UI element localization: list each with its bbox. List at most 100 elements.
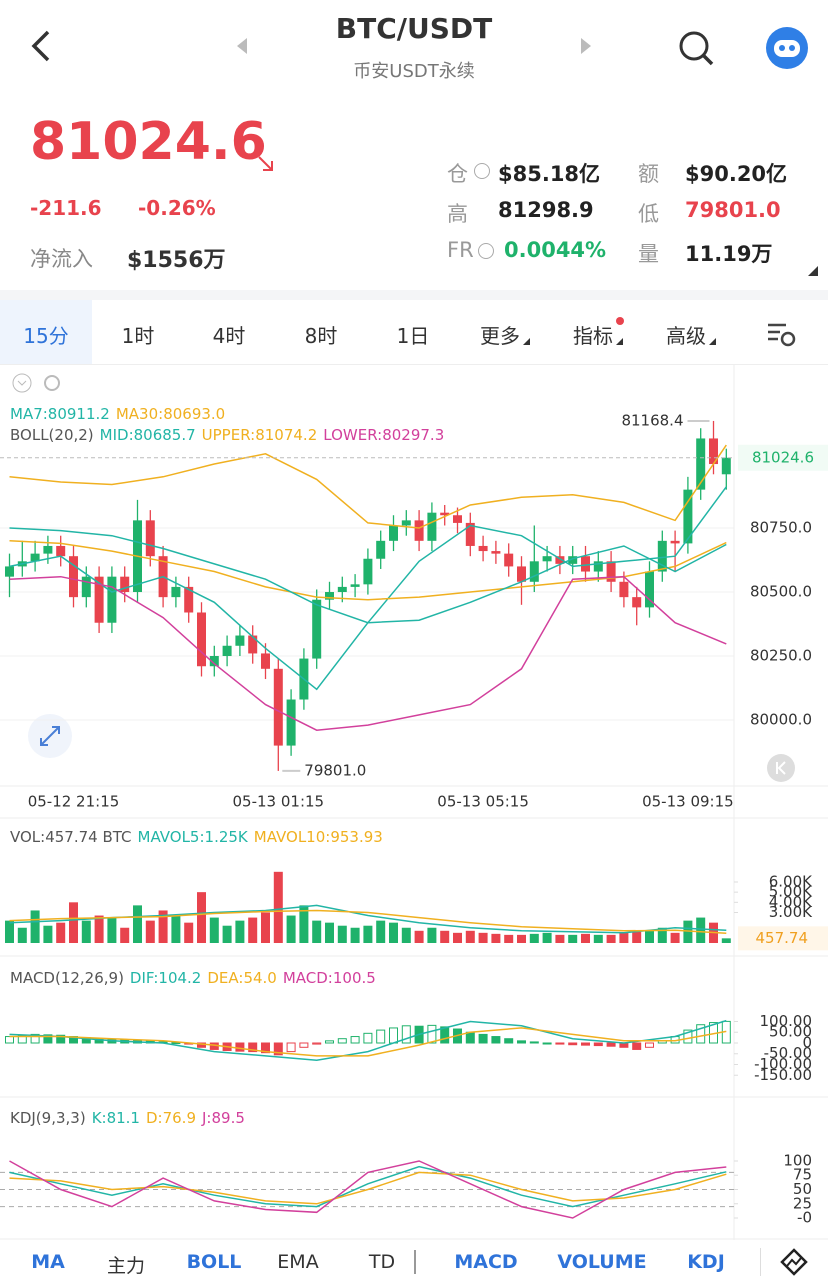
tab[interactable]: 高级 xyxy=(666,324,706,348)
down-arrow xyxy=(258,156,273,171)
divider xyxy=(0,364,828,365)
candle-body xyxy=(593,561,603,572)
title: BTC/USDT xyxy=(335,12,493,45)
stat-value: 0.0044% xyxy=(504,238,607,262)
legend-item: BOLL(20,2) xyxy=(10,426,94,444)
indicator-tab[interactable]: BOLL xyxy=(186,1251,242,1273)
macd-bar xyxy=(273,1042,283,1056)
indicator-tab[interactable]: 主力 xyxy=(106,1255,145,1277)
macd-bar xyxy=(555,1042,565,1045)
macd-bar xyxy=(261,1042,270,1054)
indicator-line xyxy=(9,1160,727,1219)
volume-bar xyxy=(427,927,437,943)
expand-stats[interactable] xyxy=(806,264,820,278)
x-tick-label: 05-12 21:15 xyxy=(28,793,120,811)
volume-bar xyxy=(581,933,590,943)
back-button[interactable] xyxy=(28,28,54,64)
info-icon xyxy=(474,163,490,179)
tab[interactable]: 15分 xyxy=(23,324,69,348)
volume-bar xyxy=(299,905,309,943)
indicator-tab[interactable]: MACD xyxy=(454,1251,518,1273)
legend-item: D:76.9 xyxy=(146,1109,196,1127)
indicator-tab[interactable]: KDJ xyxy=(687,1251,725,1273)
volume-bar xyxy=(632,931,642,943)
legend-item: K:81.1 xyxy=(92,1109,140,1127)
tab[interactable]: 8时 xyxy=(304,324,338,348)
legend-item: LOWER:80297.3 xyxy=(323,426,444,444)
candle-body xyxy=(145,520,155,557)
volume-bar xyxy=(69,902,78,943)
tab[interactable]: 1时 xyxy=(121,324,155,348)
tab[interactable]: 1日 xyxy=(396,324,430,348)
collapse-icon[interactable] xyxy=(12,373,32,393)
scroll-latest[interactable] xyxy=(767,754,795,782)
volume-bar xyxy=(606,934,616,943)
candle-body xyxy=(478,545,488,552)
tab[interactable]: 更多 xyxy=(480,324,520,348)
volume-bar xyxy=(568,934,578,943)
indicator-line xyxy=(9,1027,727,1057)
indicator-settings[interactable] xyxy=(44,375,60,391)
legend-item: MACD(12,26,9) xyxy=(10,969,124,987)
subtitle: 币安USDT永续 xyxy=(353,61,475,82)
legend: BOLL(20,2) MID:80685.7 UPPER:81074.2 LOWER:… xyxy=(10,426,444,444)
x-tick-label: 05-13 05:15 xyxy=(437,793,529,811)
candle-body xyxy=(401,520,411,526)
volume-bar xyxy=(30,910,40,943)
candle-body xyxy=(721,457,731,475)
y-tick-label: 4.00K xyxy=(769,893,813,911)
stat-value: 79801.0 xyxy=(685,198,781,222)
volume-bar xyxy=(235,920,245,943)
macd-bar xyxy=(696,1024,706,1044)
legend-item: MAVOL10:953.93 xyxy=(254,828,383,846)
indicator-tab[interactable]: MA xyxy=(31,1251,65,1273)
volume-bar xyxy=(657,927,667,943)
price-change: -211.6 xyxy=(30,196,102,220)
candle-body xyxy=(632,597,642,608)
y-tick-label: 100 xyxy=(783,1151,812,1169)
fullscreen-icon xyxy=(40,726,60,746)
tab[interactable]: 4时 xyxy=(212,324,246,348)
candle-body xyxy=(389,525,398,541)
candle-body xyxy=(286,699,296,746)
tab[interactable]: 指标 xyxy=(573,324,613,348)
draw-tool[interactable] xyxy=(780,1248,808,1276)
min-label: 79801.0 xyxy=(304,761,366,779)
search-button[interactable] xyxy=(676,28,716,68)
volume-bar xyxy=(491,933,501,943)
stat-value: $85.18亿 xyxy=(498,162,601,186)
y-tick-label: 0 xyxy=(802,1033,812,1051)
volume-bar xyxy=(670,932,680,943)
candle-body xyxy=(440,512,450,516)
last-volume-label: 457.74 xyxy=(756,929,809,947)
candle-body xyxy=(56,545,66,557)
volume-bar xyxy=(696,917,706,943)
candle-body xyxy=(542,556,552,562)
prev-symbol[interactable] xyxy=(235,37,249,55)
volume-bar xyxy=(43,925,53,943)
candle-body xyxy=(657,540,667,572)
indicator-tab[interactable]: VOLUME xyxy=(557,1251,647,1273)
volume-bar xyxy=(56,922,66,943)
legend-item: J:89.5 xyxy=(201,1109,245,1127)
candle-body xyxy=(504,553,514,567)
indicator-tab[interactable]: EMA xyxy=(277,1251,319,1273)
volume-bar xyxy=(325,922,334,943)
volume-bar xyxy=(350,927,360,943)
volume-bar xyxy=(465,930,475,943)
collapse-icon xyxy=(17,380,27,386)
chart-settings[interactable] xyxy=(766,320,798,348)
y-tick-label: 50 xyxy=(793,1180,812,1198)
macd-bar xyxy=(350,1036,360,1044)
indicator-line xyxy=(9,527,727,624)
legend-item: MA30:80693.0 xyxy=(116,405,225,423)
indicator-line xyxy=(9,540,727,601)
legend-item: MID:80685.7 xyxy=(100,426,196,444)
y-tick-label: 80250.0 xyxy=(750,647,812,665)
candle-body xyxy=(209,656,219,667)
next-symbol[interactable] xyxy=(579,37,593,55)
indicator-tab[interactable]: TD xyxy=(368,1251,396,1273)
last-volume-tag xyxy=(738,926,828,951)
candle-body xyxy=(670,540,680,544)
avatar[interactable] xyxy=(765,26,809,70)
